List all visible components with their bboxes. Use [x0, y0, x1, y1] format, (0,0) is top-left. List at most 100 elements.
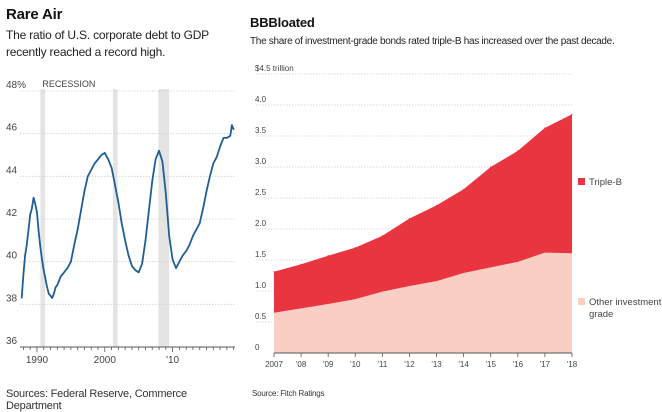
debt-ratio-point: [110, 167, 113, 169]
debt-ratio-point: [93, 162, 96, 165]
left-chart-subtitle: The ratio of U.S. corporate debt to GDP …: [6, 28, 209, 59]
x-tick-label: '17: [540, 360, 551, 369]
debt-ratio-point: [100, 154, 103, 156]
debt-ratio-point: [39, 246, 42, 248]
debt-ratio-point: [36, 211, 38, 214]
debt-ratio-point: [34, 203, 36, 205]
debt-ratio-point: [127, 254, 130, 256]
area-point: [544, 127, 546, 129]
debt-ratio-point: [205, 190, 208, 192]
debt-ratio-point: [232, 128, 235, 131]
debt-ratio-point: [48, 292, 50, 295]
right-chart-subtitle: The share of investment-grade bonds rate…: [250, 36, 615, 47]
debt-ratio-point: [141, 263, 143, 265]
debt-ratio-point: [63, 271, 65, 274]
debt-ratio-point: [226, 137, 228, 139]
x-tick-label: '09: [323, 360, 334, 369]
x-tick-label: '14: [458, 360, 469, 369]
recession-band: [158, 89, 170, 347]
x-tick-label: '08: [296, 360, 307, 369]
debt-ratio-point: [137, 271, 140, 274]
debt-ratio-point: [29, 214, 31, 216]
debt-ratio-point: [43, 269, 45, 271]
x-tick-label: '18: [567, 360, 578, 369]
debt-ratio-point: [41, 258, 43, 261]
debt-ratio-point: [171, 258, 174, 261]
area-point: [408, 217, 411, 220]
area-point: [327, 255, 329, 257]
debt-ratio-point: [151, 179, 153, 182]
debt-ratio-point: [195, 228, 198, 231]
bbb-bonds-panel: BBBloated The share of investment-grade …: [242, 0, 662, 404]
area-triple-b: [274, 114, 572, 313]
debt-ratio-point: [80, 209, 82, 212]
area-point: [435, 204, 438, 207]
right-chart-title: BBBloated: [250, 15, 315, 30]
debt-ratio-point: [104, 152, 106, 154]
debt-ratio-point: [32, 196, 35, 199]
y-tick-label: 4.0: [255, 95, 267, 104]
y-tick-label: $4.5 trillion: [255, 64, 294, 73]
debt-ratio-point: [165, 192, 167, 195]
legend-label: Other investment grade: [589, 297, 662, 320]
area-point: [490, 166, 492, 168]
legend-label: Triple-B: [589, 177, 622, 188]
debt-ratio-point: [87, 175, 89, 178]
debt-ratio-point: [134, 269, 136, 271]
debt-ratio-point: [73, 243, 75, 246]
right-chart-source: Source: Fitch Ratings: [252, 389, 325, 398]
debt-ratio-point: [22, 273, 25, 276]
debt-ratio-point: [24, 254, 26, 256]
debt-ratio-point: [144, 239, 147, 242]
x-tick-label: '15: [486, 360, 497, 369]
x-tick-label: '16: [513, 360, 524, 369]
debt-ratio-point: [44, 278, 47, 280]
y-tick-label: 0: [255, 343, 260, 352]
debt-ratio-point: [83, 190, 86, 192]
y-tick-label: 40: [6, 251, 18, 262]
debt-ratio-point: [66, 267, 69, 269]
debt-ratio-point: [131, 265, 133, 267]
debt-ratio-point: [90, 169, 92, 171]
y-tick-label: 46: [6, 123, 18, 134]
area-point: [273, 271, 275, 273]
left-chart-source: Sources: Federal Reserve, Commerce Depar…: [6, 388, 187, 412]
y-tick-label: 38: [6, 293, 18, 304]
debt-ratio-point: [158, 150, 160, 152]
y-tick-label: 44: [6, 165, 18, 176]
debt-ratio-point: [154, 158, 157, 160]
debt-ratio-point: [212, 162, 214, 165]
area-point: [517, 150, 519, 152]
debt-ratio-point: [107, 158, 109, 160]
debt-ratio-point: [121, 222, 123, 224]
legend-swatch: [578, 298, 585, 305]
area-other-investment-grade: [274, 252, 572, 353]
corporate-debt-panel: Rare Air The ratio of U.S. corporate deb…: [0, 0, 238, 412]
debt-ratio-point: [76, 228, 79, 231]
legend-swatch: [578, 178, 585, 185]
debt-ratio-point: [70, 260, 72, 263]
debt-ratio-point: [222, 137, 225, 139]
debt-ratio-point: [46, 286, 48, 288]
debt-ratio-point: [117, 201, 120, 203]
debt-ratio-point: [37, 231, 40, 233]
debt-ratio-point: [231, 124, 233, 126]
debt-ratio-point: [215, 156, 218, 158]
bbb-stacked-area-chart: 0 0.5 1.0 1.5 2.0 2.5 3.0 3.5 4.0 $4.5 trillion 20…: [255, 64, 662, 369]
x-tick-label: '10: [350, 360, 361, 369]
y-tick-label: 1.0: [255, 281, 267, 290]
area-point: [300, 263, 302, 265]
debt-ratio-point: [168, 235, 170, 237]
debt-ratio-point: [161, 160, 164, 163]
debt-ratio-point: [202, 207, 204, 210]
debt-ratio-point: [199, 222, 201, 224]
area-point: [571, 113, 573, 115]
debt-ratio-point: [229, 135, 231, 137]
debt-ratio-point: [20, 297, 23, 299]
debt-ratio-point: [219, 145, 221, 148]
debt-ratio-point: [182, 254, 184, 256]
area-point: [354, 247, 356, 249]
x-tick-label: 1990: [26, 355, 49, 366]
debt-ratio-point: [56, 284, 59, 286]
debt-ratio-point: [53, 292, 55, 295]
